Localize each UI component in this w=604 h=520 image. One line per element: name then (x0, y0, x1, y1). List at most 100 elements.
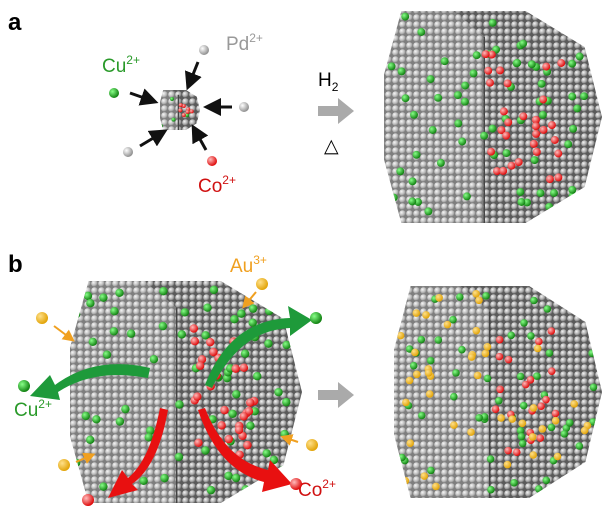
atom-dot (529, 451, 537, 459)
particle-facet (394, 286, 490, 498)
atom-dot (406, 439, 414, 447)
atom-dot (210, 286, 218, 294)
ion-symbol: Co (198, 176, 222, 197)
atom-dot (450, 421, 458, 429)
atom-dot (527, 332, 535, 340)
ion-symbol: Cu (102, 56, 126, 77)
ion-symbol: Cu (14, 400, 38, 421)
atom-dot (539, 96, 547, 104)
atom-dot (507, 332, 515, 340)
atom-dot (532, 122, 540, 130)
panel-label: a (8, 9, 22, 36)
atom-dot (434, 94, 442, 102)
arrow (196, 132, 206, 150)
atom-dot (496, 386, 504, 394)
atom-dot (241, 485, 249, 493)
ion-ball (290, 478, 302, 490)
atom-dot (519, 112, 527, 120)
ion-ball (109, 88, 119, 98)
atom-dot (590, 213, 598, 221)
atom-dot (487, 486, 495, 494)
atom-dot (545, 203, 553, 211)
atom-dot (413, 371, 421, 379)
atom-dot (461, 98, 469, 106)
atom-dot (584, 302, 592, 310)
atom-dot (235, 426, 243, 434)
atom-dot (206, 338, 214, 346)
atom-dot (82, 412, 90, 420)
arrow (140, 134, 160, 146)
atom-dot (243, 441, 251, 449)
atom-dot (548, 367, 556, 375)
atom-dot (520, 402, 528, 410)
atom-dot (530, 297, 538, 305)
atom-dot (271, 293, 279, 301)
atom-dot (172, 118, 176, 122)
atom-dot (424, 207, 432, 215)
atom-dot (561, 430, 569, 438)
atom-dot (411, 349, 419, 357)
atom-dot (500, 107, 508, 115)
nanoparticle (159, 90, 200, 130)
atom-dot (543, 477, 551, 485)
atom-dot (588, 350, 596, 358)
atom-dot (437, 159, 445, 167)
atom-dot (519, 40, 527, 48)
ion-ball (310, 312, 322, 324)
atom-dot (520, 319, 528, 327)
atom-dot (486, 79, 494, 87)
atom-dot (513, 448, 521, 456)
atom-dot (86, 299, 94, 307)
atom-dot (492, 405, 500, 413)
atom-dot (573, 105, 581, 113)
ion-label: Co2+ (298, 477, 336, 501)
atom-dot (116, 417, 124, 425)
atom-dot (489, 125, 497, 133)
atom-dot (89, 338, 97, 346)
atom-dot (504, 461, 512, 469)
atom-dot (510, 479, 518, 487)
atom-dot (454, 119, 462, 127)
atom-dot (282, 341, 290, 349)
atom-dot (480, 132, 488, 140)
atom-dot (402, 94, 410, 102)
atom-dot (413, 309, 421, 317)
atom-dot (519, 420, 527, 428)
atom-dot (574, 23, 582, 31)
panel-label: b (8, 251, 23, 278)
atom-dot (519, 440, 527, 448)
atom-dot (515, 158, 523, 166)
atom-dot (178, 330, 186, 338)
atom-dot (474, 372, 482, 380)
ion-ball (82, 494, 94, 506)
ion-label: Au3+ (230, 253, 267, 277)
atom-dot (533, 148, 541, 156)
atom-dot (579, 290, 587, 298)
atom-dot (487, 455, 495, 463)
atom-dot (581, 299, 589, 307)
atom-dot (461, 82, 469, 90)
atom-dot (159, 287, 167, 295)
atom-dot (224, 472, 232, 480)
atom-dot (441, 57, 449, 65)
atom-dot (402, 399, 410, 407)
atom-dot (398, 454, 406, 462)
atom-dot (538, 80, 546, 88)
atom-dot (504, 79, 512, 87)
nanoparticle (384, 11, 602, 223)
ion-charge: 2+ (38, 397, 52, 411)
atom-dot (551, 136, 559, 144)
atom-dot (418, 336, 426, 344)
atom-dot (115, 289, 123, 297)
reagent: H2 (318, 70, 339, 94)
atom-dot (557, 59, 565, 67)
atom-dot (170, 97, 174, 101)
atom-dot (482, 292, 490, 300)
atom-dot (432, 483, 440, 491)
ion-label: Pd2+ (226, 31, 263, 55)
atom-dot (191, 337, 199, 345)
nanoparticle (70, 281, 302, 503)
atom-dot (232, 474, 240, 482)
atom-dot (497, 414, 505, 422)
atom-dot (470, 69, 478, 77)
